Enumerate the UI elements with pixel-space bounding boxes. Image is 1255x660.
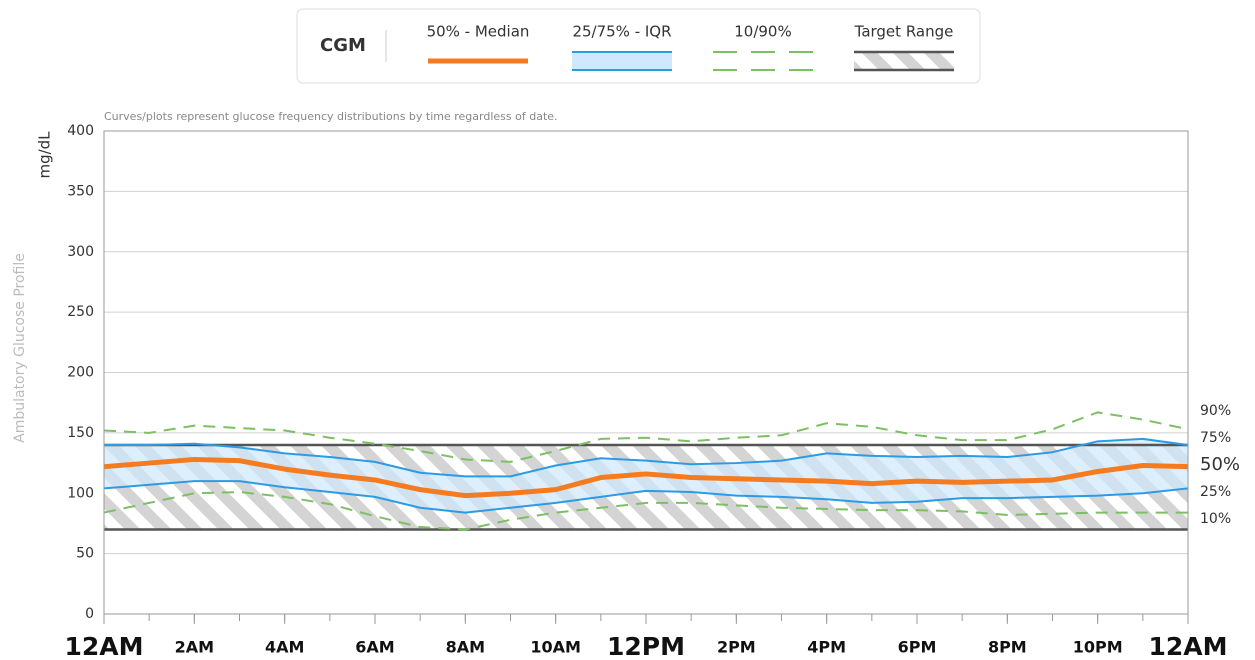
y-tick-label: 0 [85, 606, 94, 622]
p25-line [103, 480, 1189, 514]
y-tick-label: 350 [67, 183, 94, 199]
legend-target [854, 52, 954, 70]
percentile-label: 90% [1200, 403, 1231, 419]
x-tick-label: 4PM [807, 638, 846, 657]
y-tick-label: 100 [67, 485, 94, 501]
x-tick-label: 10AM [530, 638, 581, 657]
footnote: Curves/plots represent glucose frequency… [104, 110, 558, 123]
x-tick-label: 2AM [175, 638, 214, 657]
percentile-label: 50% [1200, 454, 1240, 475]
x-tick-label: 12AM [1148, 632, 1227, 660]
median-line [103, 456, 1189, 499]
percentile-label: 75% [1200, 430, 1231, 446]
legend-box [296, 8, 981, 84]
y-tick-label: 400 [67, 123, 94, 139]
y-tick-label: 150 [67, 425, 94, 441]
legend-title: CGM [320, 35, 366, 56]
x-tick-label: 8AM [446, 638, 485, 657]
legend-iqr [572, 52, 672, 70]
x-tick-label: 12PM [607, 632, 685, 660]
x-tick-label: 8PM [988, 638, 1027, 657]
x-tick-label: 2PM [717, 638, 756, 657]
legend-label: 10/90% [734, 23, 791, 41]
p75-line [104, 437, 1189, 478]
y-axis-label: mg/dL [36, 131, 54, 179]
legend-label: Target Range [854, 23, 954, 41]
y-tick-label: 200 [67, 365, 94, 381]
y-tick-label: 50 [76, 546, 94, 562]
x-tick-label: 6AM [355, 638, 394, 657]
legend-label: 25/75% - IQR [572, 23, 671, 41]
side-label: Ambulatory Glucose Profile [12, 253, 28, 443]
legend-label: 50% - Median [427, 23, 530, 41]
x-tick-label: 6PM [898, 638, 937, 657]
percentile-label: 10% [1200, 511, 1231, 527]
y-tick-label: 300 [67, 244, 94, 260]
percentile-label: 25% [1200, 484, 1231, 500]
x-tick-label: 12AM [64, 632, 143, 660]
p10-line [103, 491, 1188, 531]
x-tick-label: 10PM [1073, 638, 1123, 657]
y-tick-label: 250 [67, 304, 94, 320]
x-tick-label: 4AM [265, 638, 304, 657]
p90-line [103, 411, 1189, 463]
